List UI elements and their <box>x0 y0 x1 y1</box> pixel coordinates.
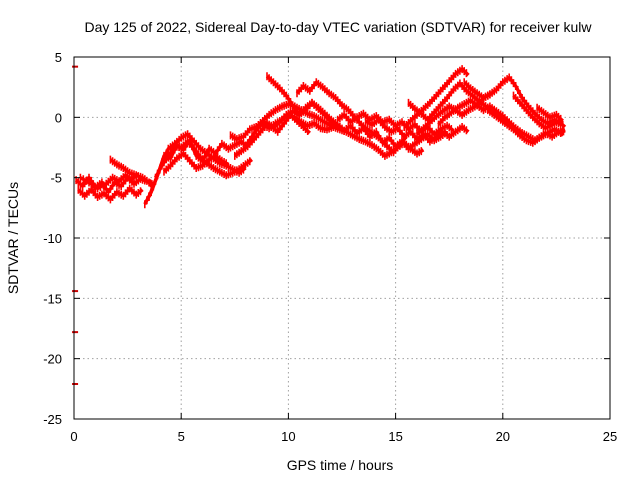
series-track-2-markers <box>77 184 142 204</box>
chart-title: Day 125 of 2022, Sidereal Day-to-day VTE… <box>84 19 592 35</box>
y-tick-label: -5 <box>50 171 62 186</box>
y-tick-label: -25 <box>43 412 62 427</box>
series-track-3-markers <box>79 171 137 193</box>
x-axis-label: GPS time / hours <box>287 457 394 473</box>
series-track-23-markers <box>512 91 564 133</box>
x-tick-label: 20 <box>496 429 510 444</box>
series-track-18 <box>407 81 493 122</box>
series-track-1 <box>74 175 148 194</box>
y-axis-label: SDTVAR / TECUs <box>5 182 21 294</box>
y-tick-label: -15 <box>43 291 62 306</box>
x-tick-label: 10 <box>281 429 295 444</box>
series-track-16-markers <box>364 115 468 146</box>
series-track-24-markers <box>536 103 562 123</box>
x-tick-label: 5 <box>178 429 185 444</box>
data-series <box>74 65 567 209</box>
x-tick-label: 0 <box>70 429 77 444</box>
series-track-13 <box>295 80 408 155</box>
series-track-17-markers <box>403 65 468 131</box>
series-track-22-markers <box>487 106 564 147</box>
series-track-7-markers <box>154 137 251 182</box>
series-track-7 <box>153 139 254 179</box>
series-track-8-markers <box>163 149 227 176</box>
series-track-21 <box>463 75 562 126</box>
outlier-markers <box>72 65 79 386</box>
grid-lines <box>74 57 610 419</box>
series-track-4-markers <box>109 155 153 189</box>
series-track-4 <box>109 158 155 187</box>
series-track-14-markers <box>255 100 423 160</box>
series-track-6 <box>147 132 247 198</box>
x-tick-label: 25 <box>603 429 617 444</box>
axis-ticks: 0 5 10 15 20 25 5 0 -5 -10 -15 -20 -25 <box>43 50 617 444</box>
x-tick-label: 15 <box>388 429 402 444</box>
y-tick-label: 0 <box>55 110 62 125</box>
y-tick-label: 5 <box>55 50 62 65</box>
y-tick-label: -20 <box>43 352 62 367</box>
y-tick-label: -10 <box>43 231 62 246</box>
